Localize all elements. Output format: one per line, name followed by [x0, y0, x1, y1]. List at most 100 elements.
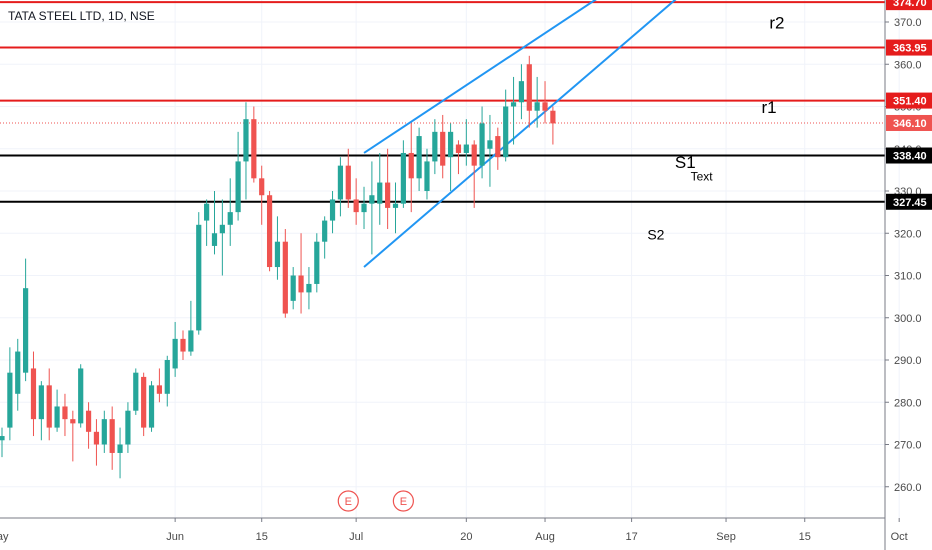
candle-body [408, 152, 414, 179]
earnings-marker: E [337, 490, 359, 512]
time-tick-label: 17 [625, 531, 637, 543]
level-price-label: 374.70 [893, 0, 927, 9]
candle [78, 364, 84, 428]
price-tick-label: 290.0 [894, 355, 922, 367]
level-price-badge [886, 39, 932, 56]
price-tick-label: 280.0 [894, 397, 922, 409]
annotation-r1: r1 [761, 98, 776, 117]
price-axis: 260.0270.0280.0290.0300.0310.0320.0330.0… [884, 0, 932, 550]
symbol-title: TATA STEEL LTD, 1D, NSE [8, 9, 155, 23]
candle-body [392, 203, 399, 208]
time-tick-label: Sep [716, 531, 736, 543]
candle [298, 233, 304, 314]
candle-body [337, 165, 344, 200]
candle [243, 102, 249, 200]
candle [235, 131, 241, 221]
candle [15, 338, 21, 411]
candle [188, 300, 194, 356]
candle-body [361, 203, 367, 213]
candle-body [495, 136, 501, 158]
candle [416, 127, 422, 191]
level-price-label: 351.40 [893, 96, 927, 108]
candle-body [463, 144, 469, 153]
time-tick-label: Oct [891, 531, 908, 543]
price-tick-label: 270.0 [894, 440, 922, 452]
candle-body [416, 136, 422, 179]
candle [274, 216, 281, 280]
candle [156, 368, 162, 403]
candle [290, 267, 296, 310]
candle-body [550, 110, 556, 124]
earnings-marker-label: E [345, 496, 352, 508]
candle-body [180, 338, 186, 352]
candle [447, 123, 454, 191]
time-tick-label: 15 [256, 531, 268, 543]
level-price-label: 338.40 [893, 151, 927, 163]
candle-body [534, 102, 540, 111]
candle [227, 178, 233, 246]
candle [172, 321, 178, 377]
candle [526, 55, 532, 128]
level-price-label: 327.45 [893, 197, 927, 209]
last-price-label: 346.10 [893, 118, 927, 130]
candle [550, 106, 556, 145]
candle-body [432, 131, 438, 162]
candle [54, 389, 60, 432]
candle-body [54, 406, 60, 428]
earnings-marker-circle [337, 490, 359, 512]
candle-body [400, 152, 406, 204]
candle [329, 191, 336, 234]
time-tick-label: Jul [349, 531, 363, 543]
candle-body [282, 241, 288, 314]
candle-body [219, 224, 225, 234]
earnings-marker: E [392, 490, 414, 512]
candle-body [23, 288, 29, 373]
candle-body [306, 283, 312, 293]
candle-body [447, 131, 454, 158]
candle-body [109, 419, 115, 453]
candle-body [0, 436, 5, 441]
candle [518, 64, 525, 120]
price-tick-label: 370.0 [894, 17, 922, 29]
candle [38, 381, 44, 441]
candle-body [38, 385, 44, 420]
candle-body [117, 444, 123, 453]
candle [503, 89, 509, 162]
candle [117, 427, 123, 479]
level-price-badge [886, 147, 932, 164]
candle [93, 419, 100, 466]
annotation-r2: r2 [769, 13, 784, 32]
candle [101, 410, 107, 453]
candle-body [329, 199, 336, 221]
candle [432, 119, 438, 175]
candlesticks [0, 55, 556, 479]
candle-body [188, 330, 194, 352]
candle [534, 76, 540, 128]
candle-body [7, 372, 13, 428]
candle [0, 427, 5, 458]
candle [424, 148, 430, 200]
annotation-s1: S1 [675, 153, 696, 172]
candle [148, 381, 155, 432]
candle-body [518, 81, 525, 103]
candle [259, 165, 265, 225]
candle [369, 161, 375, 255]
candle-body [227, 212, 233, 225]
candle-body [15, 351, 21, 394]
candle [408, 123, 414, 213]
candle [211, 191, 218, 255]
candle [440, 114, 446, 179]
candle [180, 330, 186, 360]
level-price-badge [886, 92, 932, 109]
earnings-marker-circle [392, 490, 414, 512]
candle-body [133, 372, 139, 411]
candle-body [345, 165, 351, 200]
candle-body [251, 119, 257, 179]
candle-body [204, 203, 210, 221]
candle [392, 182, 399, 234]
candle [337, 157, 344, 217]
candle-body [424, 161, 430, 191]
